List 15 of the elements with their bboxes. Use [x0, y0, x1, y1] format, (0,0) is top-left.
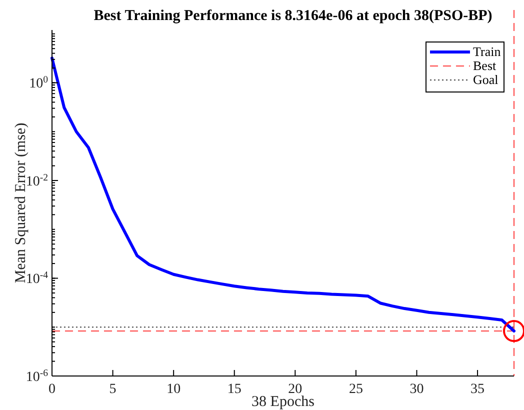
- x-tick-label: 35: [470, 382, 485, 397]
- x-axis-title: 38 Epochs: [252, 394, 315, 410]
- chart-title: Best Training Performance is 8.3164e-06 at epoch 38(PSO-BP): [94, 8, 492, 24]
- x-tick-label: 15: [227, 382, 242, 397]
- legend-label: Best: [473, 58, 496, 73]
- x-tick-label: 10: [166, 382, 181, 397]
- x-tick-label: 5: [109, 382, 116, 397]
- x-tick-label: 20: [288, 382, 302, 397]
- x-tick-label: 0: [48, 382, 56, 397]
- y-tick-label: 10$^{0}$: [29, 74, 48, 92]
- y-tick-label: 10$^{-6}$: [26, 368, 48, 385]
- x-tick-label: 30: [410, 382, 424, 397]
- legend-label: Goal: [473, 72, 499, 87]
- legend-label: Train: [473, 44, 502, 59]
- x-tick-label: 25: [348, 382, 363, 397]
